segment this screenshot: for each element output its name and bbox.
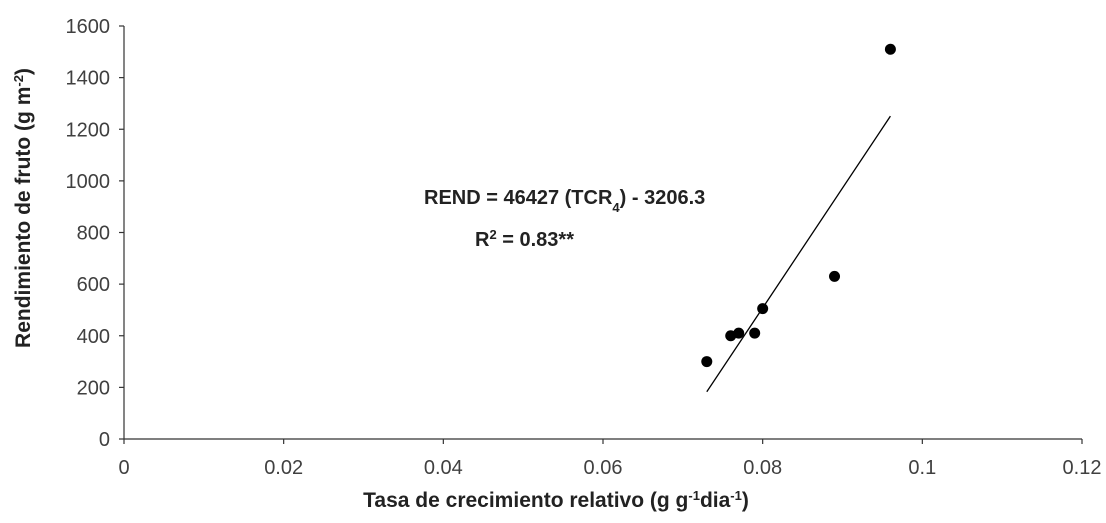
data-point	[701, 356, 713, 368]
y-tick-label: 400	[77, 326, 110, 348]
y-tick-label: 800	[77, 223, 110, 245]
x-tick-labels: 0 0.02 0.04 0.06 0.08 0.1 0.12	[118, 457, 1101, 479]
y-tick-label: 1600	[66, 16, 111, 38]
y-axis-title: Rendimiento de fruto (g m-2)	[11, 68, 36, 348]
x-axis-title: Tasa de crecimiento relativo (g g-1dia-1…	[363, 488, 749, 513]
y-tick-labels: 0 200 400 600 800 1000 1200 1400 1600	[66, 16, 111, 451]
y-tick-label: 200	[77, 377, 110, 399]
data-point	[829, 270, 841, 282]
y-tick-label: 1200	[66, 119, 111, 141]
x-tick-label: 0	[118, 457, 129, 479]
r-squared-label: R2 = 0.83**	[475, 227, 574, 252]
x-tick-label: 0.1	[908, 457, 936, 479]
data-point	[749, 327, 761, 339]
x-tick-label: 0.04	[424, 457, 463, 479]
data-point	[733, 327, 745, 339]
y-tick-label: 1000	[66, 171, 111, 193]
x-tick-label: 0.12	[1063, 457, 1102, 479]
trendline	[706, 115, 891, 393]
regression-equation: REND = 46427 (TCR4) - 3206.3	[424, 187, 705, 215]
y-tick-label: 600	[77, 274, 110, 296]
data-points	[701, 43, 896, 368]
x-tick-label: 0.02	[264, 457, 303, 479]
data-point	[884, 43, 896, 55]
data-point	[757, 303, 769, 315]
y-tick-label: 0	[99, 429, 110, 451]
x-tick-label: 0.06	[584, 457, 623, 479]
x-tick-label: 0.08	[743, 457, 782, 479]
trendline-group	[706, 115, 891, 393]
axes	[119, 25, 1083, 444]
y-tick-label: 1400	[66, 68, 111, 90]
